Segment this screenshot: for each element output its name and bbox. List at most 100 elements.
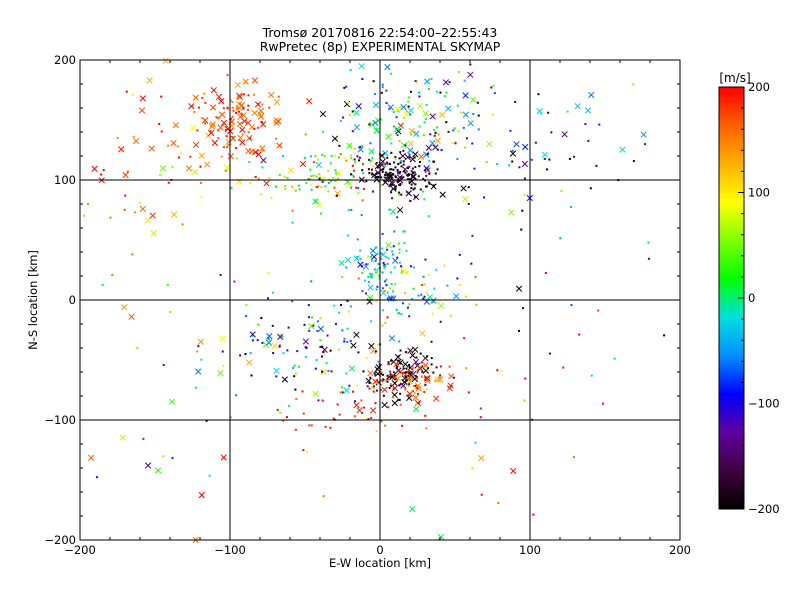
scatter-cross [345,181,352,188]
scatter-cross [344,256,352,264]
scatter-dot [560,189,563,192]
scatter-dot [308,178,311,181]
scatter-dot [134,211,137,214]
scatter-cross [350,342,357,349]
scatter-dot [180,152,183,155]
scatter-dot [386,156,389,159]
scatter-dot [294,372,297,375]
scatter-dot [466,137,469,140]
scatter-dot [443,95,446,98]
scatter-dot [346,300,349,303]
scatter-dot [249,182,252,185]
scatter-cross [139,205,146,213]
scatter-dot [213,124,216,127]
scatter-dot [281,336,284,339]
scatter-dot [377,130,380,133]
scatter-cross [384,63,391,71]
scatter-dot [376,166,379,169]
scatter-dot [430,357,433,360]
scatter-dot [267,297,270,300]
scatter-dot [371,273,374,276]
scatter-dot [377,262,380,265]
scatter-dot [353,415,356,418]
scatter-dot [293,375,296,378]
scatter-dot [254,175,257,178]
scatter-dot [398,340,401,343]
scatter-dot [410,265,413,268]
scatter-dot [284,188,287,191]
scatter-dot [418,401,421,404]
scatter-cross [252,149,259,156]
scatter-dot [388,362,391,365]
scatter-dot [256,149,259,152]
scatter-dot [407,178,410,181]
scatter-dot [426,355,429,358]
scatter-cross [159,165,167,172]
scatter-dot [456,277,459,280]
scatter-dot [405,371,408,374]
scatter-dot [176,145,179,148]
scatter-dot [335,172,338,175]
scatter-dot [408,153,411,156]
scatter-dot [493,92,496,95]
scatter-dot [126,170,129,173]
scatter-dot [302,412,305,415]
scatter-dot [427,88,430,91]
scatter-cross [138,107,146,114]
scatter-dot [375,299,378,302]
scatter-dot [321,345,324,348]
scatter-cross [150,230,157,237]
scatter-cross [536,108,543,115]
scatter-dot [398,248,401,251]
scatter-dot [428,182,431,185]
scatter-dot [377,360,380,363]
scatter-cross [413,130,420,137]
scatter-dot [329,426,332,429]
scatter-dot [95,476,98,479]
scatter-dot [399,161,402,164]
scatter-cross [417,102,424,110]
scatter-dot [318,177,321,180]
scatter-dot [247,131,250,134]
scatter-dot [353,400,356,403]
scatter-cross [382,150,389,157]
scatter-dot [131,253,134,256]
scatter-cross [263,180,270,187]
scatter-dot [405,272,408,275]
scatter-cross [276,142,283,149]
scatter-cross [237,134,244,141]
scatter-dot [388,185,391,188]
scatter-dot [395,365,398,368]
scatter-dot [387,257,390,260]
scatter-dot [369,160,372,163]
scatter-dot [613,357,616,360]
scatter-dot [390,191,393,194]
scatter-dot [229,99,232,102]
scatter-dot [338,311,341,314]
scatter-cross [424,78,431,85]
scatter-dot [549,352,552,355]
scatter-cross [411,375,419,383]
scatter-dot [371,253,374,256]
scatter-dot [352,390,355,393]
scatter-cross [404,154,411,161]
scatter-dot [317,158,320,161]
scatter-cross [358,62,365,70]
scatter-dot [402,302,405,305]
scatter-dot [401,266,404,269]
scatter-dot [390,168,393,171]
scatter-dot [359,146,362,149]
scatter-dot [279,411,282,414]
scatter-cross [162,57,169,64]
scatter-dot [231,100,234,103]
scatter-cross [338,259,345,267]
scatter-dot [382,261,385,264]
scatter-dot [257,102,260,105]
scatter-dot [334,154,337,157]
scatter-dot [544,272,547,275]
scatter-dot [372,165,375,168]
scatter-cross [229,135,237,142]
scatter-dot [253,93,256,96]
scatter-dot [534,141,537,144]
scatter-cross [170,139,177,147]
